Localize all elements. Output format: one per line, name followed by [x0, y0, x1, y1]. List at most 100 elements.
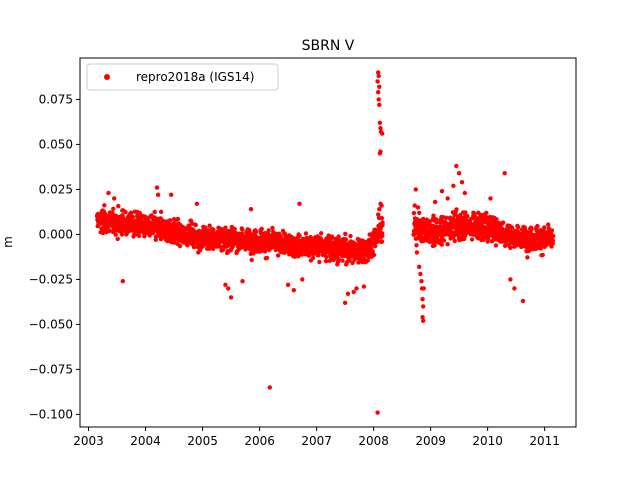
data-point — [232, 226, 237, 232]
data-point — [220, 247, 226, 252]
data-point — [319, 231, 324, 236]
data-point — [550, 238, 556, 243]
data-point — [336, 234, 341, 239]
data-point — [484, 210, 489, 216]
data-point — [520, 298, 526, 304]
data-point — [154, 185, 160, 190]
data-point — [248, 207, 254, 212]
data-point — [136, 233, 142, 238]
data-point — [380, 220, 385, 225]
data-point — [488, 196, 493, 201]
data-point — [418, 271, 423, 277]
data-point — [502, 243, 508, 248]
y-tick-label: −0.050 — [29, 317, 73, 331]
data-point — [420, 297, 425, 302]
data-point — [193, 222, 198, 228]
data-point — [177, 243, 183, 249]
y-tick-label: −0.100 — [29, 407, 73, 421]
data-point — [318, 236, 323, 241]
x-tick-label: 2005 — [187, 434, 218, 448]
data-point — [361, 284, 367, 289]
data-point — [259, 226, 264, 232]
data-point — [451, 183, 456, 188]
data-point — [459, 180, 465, 185]
data-point — [171, 240, 177, 245]
data-point — [538, 246, 543, 251]
data-point — [508, 277, 513, 282]
data-point — [123, 209, 128, 215]
data-point — [116, 203, 121, 209]
data-point — [223, 282, 228, 287]
data-point — [441, 238, 447, 243]
data-point — [376, 73, 381, 79]
data-point — [152, 209, 157, 215]
legend: repro2018a (IGS14) — [86, 63, 279, 91]
y-axis-label: m — [1, 236, 15, 248]
data-point — [267, 385, 272, 390]
data-point — [228, 295, 234, 300]
data-point — [167, 218, 173, 223]
data-point — [379, 239, 385, 244]
data-point — [324, 254, 329, 260]
data-point — [226, 286, 231, 291]
data-point — [253, 229, 259, 234]
y-axis-ticks: 0.075 0.050 0.025 0.000 −0.025 −0.050 −0.075 −0… — [29, 92, 80, 421]
data-point — [377, 102, 382, 108]
data-point — [285, 282, 291, 287]
data-point — [542, 225, 547, 230]
data-point — [264, 255, 270, 261]
data-point — [456, 171, 462, 176]
x-tick-label: 2003 — [73, 434, 104, 448]
data-point — [411, 210, 417, 216]
data-point — [240, 279, 245, 284]
data-point — [414, 243, 419, 248]
data-point — [107, 228, 112, 233]
data-point — [230, 244, 235, 250]
data-point — [194, 201, 200, 206]
data-point — [525, 255, 530, 260]
data-point — [207, 223, 212, 228]
data-point — [343, 231, 348, 237]
data-point — [377, 120, 383, 126]
data-point — [500, 220, 506, 225]
y-tick-label: −0.075 — [29, 362, 73, 376]
data-point — [270, 229, 276, 234]
data-point — [278, 234, 283, 239]
data-point — [299, 252, 304, 257]
data-point — [417, 210, 422, 215]
x-axis-ticks: 2003 2004 2005 2006 2007 2008 2009 2010 2011 — [73, 427, 560, 448]
data-point — [112, 196, 117, 201]
data-point — [111, 206, 116, 211]
data-point — [529, 226, 534, 232]
data-point — [138, 212, 143, 217]
data-point — [376, 90, 381, 95]
data-point — [185, 243, 190, 248]
legend-marker — [104, 74, 110, 80]
data-point — [223, 225, 228, 230]
data-point — [432, 243, 437, 248]
y-tick-label: 0.025 — [39, 182, 73, 196]
data-point — [415, 205, 421, 210]
data-point — [119, 232, 125, 237]
data-point — [469, 237, 475, 242]
data-point — [300, 277, 305, 282]
data-point — [240, 227, 245, 232]
data-point — [169, 192, 174, 197]
data-point — [303, 231, 309, 236]
data-point — [454, 207, 459, 212]
data-point — [445, 242, 450, 247]
data-point — [297, 201, 302, 206]
data-point — [102, 203, 107, 208]
data-point — [551, 233, 556, 239]
data-point — [421, 286, 426, 291]
data-point — [508, 245, 513, 250]
x-tick-label: 2008 — [358, 434, 389, 448]
data-point — [535, 223, 540, 229]
data-point — [452, 238, 457, 244]
data-point — [380, 131, 385, 136]
data-point — [158, 209, 164, 214]
data-point — [310, 255, 316, 261]
data-point — [421, 304, 426, 309]
data-point — [155, 192, 161, 197]
